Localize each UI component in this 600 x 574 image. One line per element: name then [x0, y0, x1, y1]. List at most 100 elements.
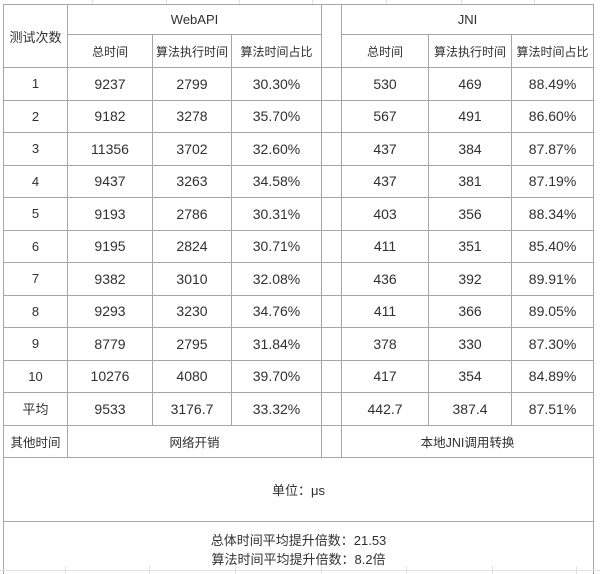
- value-cell[interactable]: 87.19%: [511, 164, 595, 198]
- row-label-cell[interactable]: 4: [3, 164, 68, 198]
- spacer-cell[interactable]: [321, 164, 343, 198]
- value-cell[interactable]: 2786: [152, 197, 232, 231]
- subheader-jni-algo-time[interactable]: 算法执行时间: [428, 34, 513, 68]
- subheader-webapi-algo-time[interactable]: 算法执行时间: [152, 34, 232, 68]
- value-cell[interactable]: 3702: [152, 132, 232, 166]
- spacer-cell[interactable]: [321, 424, 343, 458]
- value-cell[interactable]: 30.30%: [230, 67, 323, 101]
- value-cell[interactable]: 88.34%: [511, 197, 595, 231]
- value-cell[interactable]: 491: [428, 99, 513, 133]
- row-label-cell[interactable]: 9: [3, 327, 68, 361]
- spacer-cell[interactable]: [321, 132, 343, 166]
- value-cell[interactable]: 88.49%: [511, 67, 595, 101]
- value-cell[interactable]: 9533: [67, 392, 153, 426]
- value-cell[interactable]: 87.30%: [511, 327, 595, 361]
- value-cell[interactable]: 381: [428, 164, 513, 198]
- spacer-cell[interactable]: [321, 262, 343, 296]
- value-cell[interactable]: 351: [428, 229, 513, 263]
- group-header-jni[interactable]: JNI: [341, 4, 595, 35]
- row-label-cell[interactable]: 5: [3, 197, 68, 231]
- value-cell[interactable]: 11356: [67, 132, 153, 166]
- value-cell[interactable]: 84.89%: [511, 359, 595, 393]
- value-cell[interactable]: 2799: [152, 67, 232, 101]
- value-cell[interactable]: 403: [341, 197, 430, 231]
- value-cell[interactable]: 436: [341, 262, 430, 296]
- value-cell[interactable]: 9382: [67, 262, 153, 296]
- subheader-jni-algo-ratio[interactable]: 算法时间占比: [511, 34, 595, 68]
- row-label-cell[interactable]: 10: [3, 359, 68, 393]
- value-cell[interactable]: 366: [428, 294, 513, 328]
- value-cell[interactable]: 437: [341, 132, 430, 166]
- summary-cell[interactable]: 总体时间平均提升倍数：21.53 算法时间平均提升倍数：8.2倍: [2, 520, 595, 574]
- spacer-cell[interactable]: [321, 4, 343, 68]
- value-cell[interactable]: 3263: [152, 164, 232, 198]
- value-cell[interactable]: 411: [341, 294, 430, 328]
- value-cell[interactable]: 437: [341, 164, 430, 198]
- value-cell[interactable]: 9193: [67, 197, 153, 231]
- value-cell[interactable]: 30.31%: [230, 197, 323, 231]
- spacer-cell[interactable]: [321, 359, 343, 393]
- value-cell[interactable]: 2824: [152, 229, 232, 263]
- spacer-cell[interactable]: [321, 197, 343, 231]
- value-cell[interactable]: 32.08%: [230, 262, 323, 296]
- value-cell[interactable]: 2795: [152, 327, 232, 361]
- value-cell[interactable]: 33.32%: [230, 392, 323, 426]
- row-label-cell[interactable]: 8: [3, 294, 68, 328]
- value-cell[interactable]: 8779: [67, 327, 153, 361]
- value-cell[interactable]: 10276: [67, 359, 153, 393]
- value-cell[interactable]: 34.58%: [230, 164, 323, 198]
- value-cell[interactable]: 31.84%: [230, 327, 323, 361]
- value-cell[interactable]: 442.7: [341, 392, 430, 426]
- value-cell[interactable]: 85.40%: [511, 229, 595, 263]
- value-cell[interactable]: 356: [428, 197, 513, 231]
- value-cell[interactable]: 387.4: [428, 392, 513, 426]
- spacer-cell[interactable]: [321, 294, 343, 328]
- value-cell[interactable]: 411: [341, 229, 430, 263]
- value-cell[interactable]: 9237: [67, 67, 153, 101]
- value-cell[interactable]: 86.60%: [511, 99, 595, 133]
- other-time-jni-cell[interactable]: 本地JNI调用转换: [341, 424, 595, 458]
- corner-header-cell[interactable]: 测试次数: [3, 4, 68, 68]
- value-cell[interactable]: 469: [428, 67, 513, 101]
- row-label-cell[interactable]: 1: [3, 67, 68, 101]
- value-cell[interactable]: 89.05%: [511, 294, 595, 328]
- row-label-cell[interactable]: 7: [3, 262, 68, 296]
- value-cell[interactable]: 9195: [67, 229, 153, 263]
- spacer-cell[interactable]: [321, 229, 343, 263]
- subheader-webapi-total-time[interactable]: 总时间: [67, 34, 153, 68]
- row-label-cell[interactable]: 6: [3, 229, 68, 263]
- value-cell[interactable]: 30.71%: [230, 229, 323, 263]
- row-label-cell[interactable]: 3: [3, 132, 68, 166]
- value-cell[interactable]: 89.91%: [511, 262, 595, 296]
- value-cell[interactable]: 39.70%: [230, 359, 323, 393]
- spacer-cell[interactable]: [321, 99, 343, 133]
- spacer-cell[interactable]: [321, 392, 343, 426]
- value-cell[interactable]: 4080: [152, 359, 232, 393]
- value-cell[interactable]: 34.76%: [230, 294, 323, 328]
- spacer-cell[interactable]: [321, 327, 343, 361]
- row-label-cell[interactable]: 平均: [3, 392, 68, 426]
- value-cell[interactable]: 3010: [152, 262, 232, 296]
- value-cell[interactable]: 87.51%: [511, 392, 595, 426]
- value-cell[interactable]: 530: [341, 67, 430, 101]
- subheader-webapi-algo-ratio[interactable]: 算法时间占比: [230, 34, 323, 68]
- group-header-webapi[interactable]: WebAPI: [66, 4, 323, 35]
- value-cell[interactable]: 354: [428, 359, 513, 393]
- value-cell[interactable]: 87.87%: [511, 132, 595, 166]
- value-cell[interactable]: 3278: [152, 99, 232, 133]
- other-time-label-cell[interactable]: 其他时间: [3, 424, 68, 458]
- value-cell[interactable]: 3176.7: [152, 392, 232, 426]
- value-cell[interactable]: 9182: [67, 99, 153, 133]
- value-cell[interactable]: 35.70%: [230, 99, 323, 133]
- value-cell[interactable]: 32.60%: [230, 132, 323, 166]
- spacer-cell[interactable]: [321, 67, 343, 101]
- row-label-cell[interactable]: 2: [3, 99, 68, 133]
- subheader-jni-total-time[interactable]: 总时间: [341, 34, 430, 68]
- value-cell[interactable]: 9293: [67, 294, 153, 328]
- value-cell[interactable]: 384: [428, 132, 513, 166]
- unit-note-cell[interactable]: 单位：μs: [2, 456, 595, 522]
- other-time-webapi-cell[interactable]: 网络开销: [66, 424, 323, 458]
- value-cell[interactable]: 378: [341, 327, 430, 361]
- value-cell[interactable]: 417: [341, 359, 430, 393]
- value-cell[interactable]: 330: [428, 327, 513, 361]
